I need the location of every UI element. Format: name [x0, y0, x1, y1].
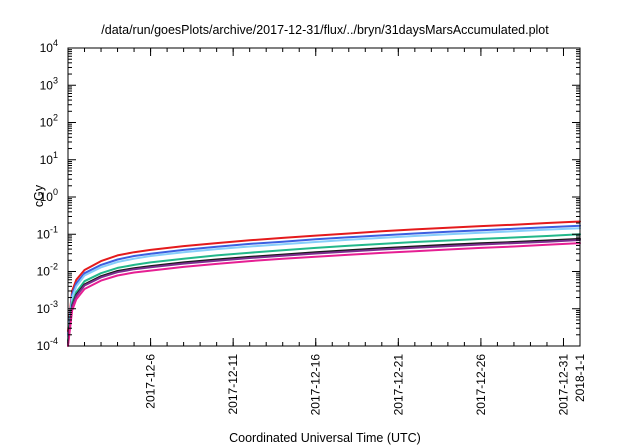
y-tick-label: 10-1 [37, 224, 58, 241]
y-tick-label: 10-3 [37, 299, 58, 316]
axes-layer: 10-4 10-3 10-2 10-1 100 101 102 103 104 2017-12-6… [37, 38, 587, 415]
series-layer [67, 220, 581, 347]
series-line-1 [67, 220, 581, 333]
x-axis-label: Coordinated Universal Time (UTC) [229, 431, 421, 445]
y-tick-label: 101 [40, 150, 58, 167]
series-line-2 [67, 224, 581, 336]
y-tick-label: 102 [40, 113, 58, 130]
series-line-4 [67, 233, 581, 342]
y-tick-label: 10-2 [37, 262, 58, 279]
y-tick-label: 103 [40, 75, 58, 92]
y-tick-label: 10-4 [37, 336, 58, 353]
y-tick-label: 100 [40, 187, 58, 204]
series-line-6 [67, 239, 581, 346]
x-tick-label: 2017-12-11 [226, 354, 240, 415]
y-axis-label: cGy [32, 184, 46, 207]
x-tick-label: 2017-12-6 [144, 354, 158, 409]
x-tick-label: 2018-1-1 [573, 354, 587, 402]
x-tick-label: 2017-12-26 [474, 354, 488, 416]
y-tick-label: 104 [40, 38, 58, 55]
x-tick-label: 2017-12-21 [391, 354, 405, 416]
x-tick-label: 2017-12-16 [309, 354, 323, 416]
series-line-7 [67, 242, 581, 347]
series-line-3 [67, 227, 581, 338]
x-tick-label: 2017-12-31 [557, 354, 571, 416]
chart-title: /data/run/goesPlots/archive/2017-12-31/f… [101, 23, 549, 37]
